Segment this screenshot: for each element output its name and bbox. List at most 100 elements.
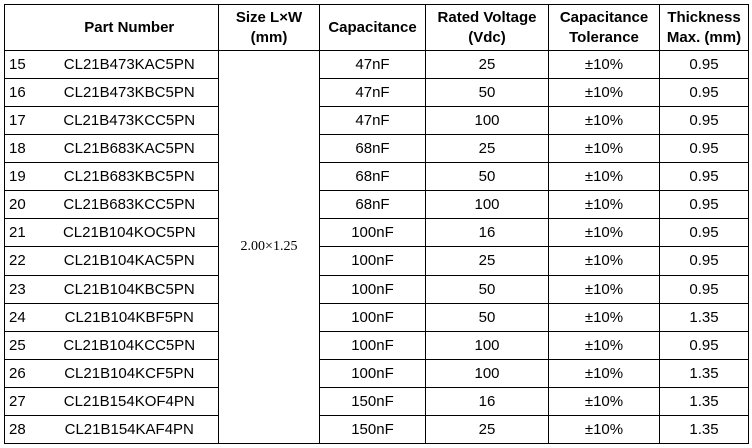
table-row: 25 CL21B104KCC5PN 100nF 100 ±10% 0.95 bbox=[4, 330, 749, 360]
rated-voltage: 25 bbox=[425, 49, 549, 80]
thickness: 0.95 bbox=[659, 246, 749, 276]
capacitance: 68nF bbox=[319, 162, 426, 192]
thickness: 0.95 bbox=[659, 134, 749, 164]
voltage-header-line1: Rated Voltage bbox=[437, 8, 537, 26]
row-number: 15 bbox=[4, 49, 41, 80]
row-number: 25 bbox=[4, 330, 41, 360]
capacitance: 100nF bbox=[319, 274, 426, 304]
thickness-header-line1: Thickness bbox=[667, 8, 741, 26]
row-number: 24 bbox=[4, 302, 41, 332]
tolerance: ±10% bbox=[548, 414, 660, 445]
rated-voltage: 50 bbox=[425, 78, 549, 108]
rated-voltage: 50 bbox=[425, 162, 549, 192]
thickness: 1.35 bbox=[659, 386, 749, 416]
row-number: 27 bbox=[4, 386, 41, 416]
thickness: 0.95 bbox=[659, 162, 749, 192]
tolerance: ±10% bbox=[548, 49, 660, 80]
part-number: CL21B104KAC5PN bbox=[40, 246, 219, 276]
rated-voltage: 100 bbox=[425, 106, 549, 136]
part-number-header: Part Number bbox=[40, 4, 219, 51]
rated-voltage: 16 bbox=[425, 218, 549, 248]
tolerance: ±10% bbox=[548, 134, 660, 164]
size-header-line2: (mm) bbox=[250, 28, 288, 46]
voltage-header: Rated Voltage (Vdc) bbox=[425, 4, 549, 51]
tolerance: ±10% bbox=[548, 190, 660, 220]
row-number: 26 bbox=[4, 358, 41, 388]
table-row: 23 CL21B104KBC5PN 100nF 50 ±10% 0.95 bbox=[4, 274, 749, 304]
thickness: 0.95 bbox=[659, 78, 749, 108]
row-number: 20 bbox=[4, 190, 41, 220]
part-number: CL21B104KOC5PN bbox=[40, 218, 219, 248]
size-value: 2.00×1.25 bbox=[218, 50, 320, 444]
part-number: CL21B154KOF4PN bbox=[40, 386, 219, 416]
tolerance-header-line1: Capacitance bbox=[559, 8, 649, 26]
tolerance-header-line2: Tolerance bbox=[569, 28, 639, 46]
thickness-header: Thickness Max. (mm) bbox=[659, 4, 749, 51]
row-number: 22 bbox=[4, 246, 41, 276]
part-number: CL21B473KAC5PN bbox=[40, 49, 219, 80]
table-row: 19 CL21B683KBC5PN 68nF 50 ±10% 0.95 bbox=[4, 162, 749, 192]
thickness: 0.95 bbox=[659, 106, 749, 136]
part-number: CL21B683KAC5PN bbox=[40, 134, 219, 164]
capacitance: 68nF bbox=[319, 190, 426, 220]
part-number: CL21B683KBC5PN bbox=[40, 162, 219, 192]
thickness: 0.95 bbox=[659, 49, 749, 80]
row-number: 23 bbox=[4, 274, 41, 304]
thickness: 0.95 bbox=[659, 218, 749, 248]
capacitance-header: Capacitance bbox=[319, 4, 426, 51]
table-row: 15 CL21B473KAC5PN 2.00×1.25 47nF 25 ±10%… bbox=[4, 49, 749, 444]
table-row: 20 CL21B683KCC5PN 68nF 100 ±10% 0.95 bbox=[4, 190, 749, 220]
thickness: 0.95 bbox=[659, 274, 749, 304]
part-number: CL21B104KCF5PN bbox=[40, 358, 219, 388]
part-number: CL21B104KCC5PN bbox=[40, 330, 219, 360]
tolerance-header: Capacitance Tolerance bbox=[548, 4, 660, 51]
rated-voltage: 50 bbox=[425, 274, 549, 304]
table-row: 18 CL21B683KAC5PN 68nF 25 ±10% 0.95 bbox=[4, 134, 749, 164]
table-row: 22 CL21B104KAC5PN 100nF 25 ±10% 0.95 bbox=[4, 246, 749, 276]
tolerance: ±10% bbox=[548, 246, 660, 276]
tolerance: ±10% bbox=[548, 162, 660, 192]
capacitance: 47nF bbox=[319, 78, 426, 108]
rated-voltage: 50 bbox=[425, 302, 549, 332]
capacitance: 47nF bbox=[319, 106, 426, 136]
table-row: 17 CL21B473KCC5PN 47nF 100 ±10% 0.95 bbox=[4, 106, 749, 136]
table-row: 24 CL21B104KBF5PN 100nF 50 ±10% 1.35 bbox=[4, 302, 749, 332]
table-row: 28 CL21B154KAF4PN 150nF 25 ±10% 1.35 bbox=[4, 414, 749, 445]
table-row: 27 CL21B154KOF4PN 150nF 16 ±10% 1.35 bbox=[4, 386, 749, 416]
row-number: 17 bbox=[4, 106, 41, 136]
tolerance: ±10% bbox=[548, 386, 660, 416]
tolerance: ±10% bbox=[548, 358, 660, 388]
part-number: CL21B104KBF5PN bbox=[40, 302, 219, 332]
thickness-header-line2: Max. (mm) bbox=[666, 28, 742, 46]
tolerance: ±10% bbox=[548, 218, 660, 248]
tolerance: ±10% bbox=[548, 330, 660, 360]
rated-voltage: 100 bbox=[425, 330, 549, 360]
row-number: 18 bbox=[4, 134, 41, 164]
thickness: 1.35 bbox=[659, 358, 749, 388]
thickness: 0.95 bbox=[659, 330, 749, 360]
thickness: 1.35 bbox=[659, 414, 749, 445]
rated-voltage: 25 bbox=[425, 134, 549, 164]
tolerance: ±10% bbox=[548, 78, 660, 108]
row-number-header bbox=[4, 4, 41, 51]
capacitance: 100nF bbox=[319, 358, 426, 388]
tolerance: ±10% bbox=[548, 106, 660, 136]
part-number: CL21B104KBC5PN bbox=[40, 274, 219, 304]
rated-voltage: 25 bbox=[425, 414, 549, 445]
capacitance: 100nF bbox=[319, 330, 426, 360]
rated-voltage: 25 bbox=[425, 246, 549, 276]
part-number: CL21B154KAF4PN bbox=[40, 414, 219, 445]
thickness: 1.35 bbox=[659, 302, 749, 332]
row-number: 16 bbox=[4, 78, 41, 108]
part-number: CL21B473KBC5PN bbox=[40, 78, 219, 108]
thickness: 0.95 bbox=[659, 190, 749, 220]
capacitance: 150nF bbox=[319, 414, 426, 445]
rated-voltage: 16 bbox=[425, 386, 549, 416]
part-number: CL21B473KCC5PN bbox=[40, 106, 219, 136]
table-row: 26 CL21B104KCF5PN 100nF 100 ±10% 1.35 bbox=[4, 358, 749, 388]
capacitance: 47nF bbox=[319, 49, 426, 80]
tolerance: ±10% bbox=[548, 302, 660, 332]
rated-voltage: 100 bbox=[425, 358, 549, 388]
row-number: 21 bbox=[4, 218, 41, 248]
voltage-header-line2: (Vdc) bbox=[468, 28, 506, 46]
